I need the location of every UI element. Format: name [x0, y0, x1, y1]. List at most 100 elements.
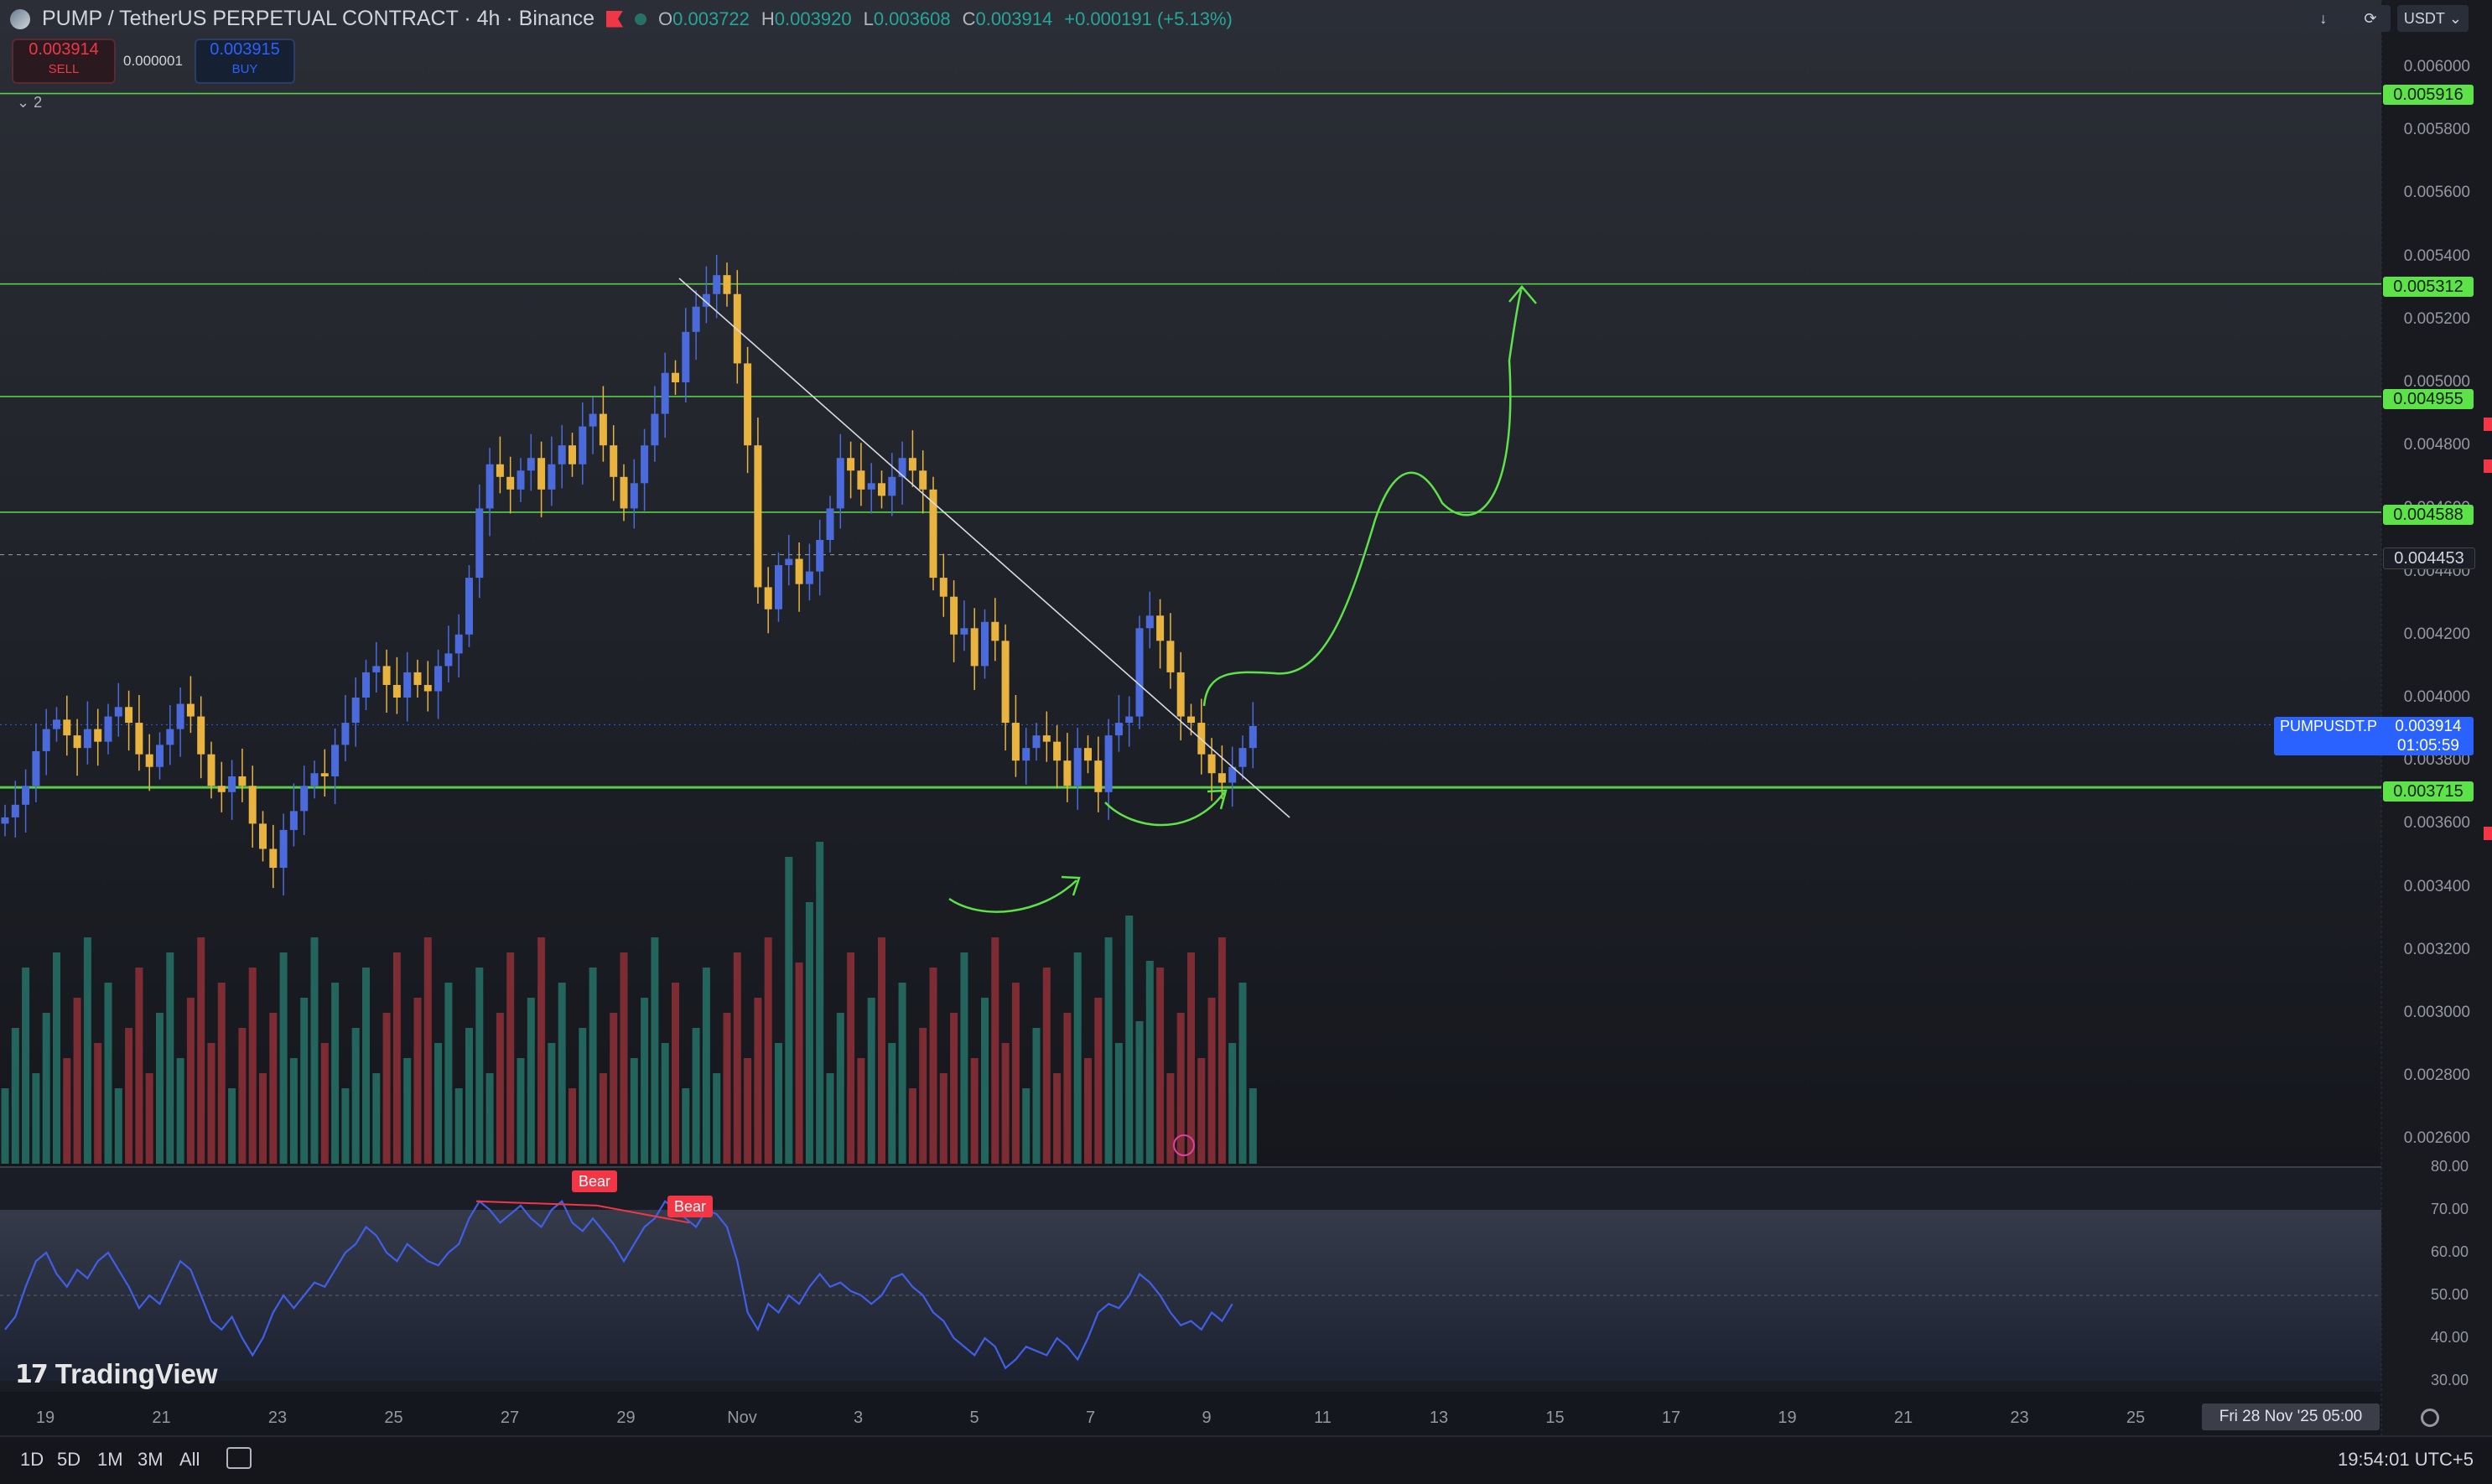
volume-bar: [785, 857, 793, 1164]
candle-body: [1125, 716, 1134, 724]
range-1d-button[interactable]: 1D: [20, 1449, 44, 1470]
price-tick: 0.003400: [2403, 877, 2470, 895]
volume-bar: [898, 983, 906, 1164]
candle-body: [1084, 748, 1092, 761]
volume-bar: [485, 1073, 494, 1164]
buy-button[interactable]: 0.003915 BUY: [195, 39, 295, 84]
candle-body: [300, 786, 309, 812]
candle-body: [176, 703, 184, 729]
candle-body: [11, 804, 19, 817]
indicator-legend-toggle[interactable]: ⌄ 2: [17, 94, 43, 111]
candle-body: [826, 508, 834, 540]
candle-body: [197, 716, 205, 755]
bear-divergence-tag: Bear: [572, 1170, 618, 1192]
volume-bar: [754, 998, 762, 1164]
candle-body: [331, 745, 340, 776]
candle-body: [248, 786, 257, 824]
candle-body: [341, 723, 350, 745]
tradingview-watermark: 𝟭𝟳 TradingView: [15, 1358, 218, 1390]
volume-bar: [11, 1028, 19, 1164]
candle-body: [207, 754, 215, 786]
candle-body: [485, 464, 494, 509]
settings-gear-icon[interactable]: [2421, 1409, 2439, 1427]
volume-bar: [269, 1013, 278, 1164]
candle-body: [83, 729, 91, 749]
sync-icon[interactable]: ⟳: [2349, 5, 2391, 32]
candle-body: [413, 672, 422, 685]
time-tick: 11: [1314, 1409, 1332, 1427]
volume-bar: [32, 1073, 40, 1164]
candle-body: [867, 483, 875, 490]
candle-body: [279, 829, 288, 869]
time-tick: 25: [384, 1409, 403, 1427]
candle-body: [836, 458, 844, 509]
arrowhead: [1508, 285, 1537, 304]
candle-body: [444, 653, 453, 667]
volume-bar: [816, 842, 824, 1164]
time-tick: 17: [1661, 1409, 1681, 1427]
candle-body: [1063, 760, 1072, 786]
candle-body: [1145, 615, 1154, 629]
range-all-button[interactable]: All: [179, 1449, 200, 1470]
time-tick: 29: [616, 1409, 636, 1427]
buy-label: BUY: [231, 62, 258, 76]
bottom-toolbar: [0, 1435, 2492, 1484]
volume-bar: [1145, 961, 1154, 1164]
candle-body: [465, 578, 473, 635]
level-label-0: 0.005916: [2383, 85, 2474, 105]
candle-body: [661, 372, 669, 414]
edge-marker: [2484, 418, 2492, 431]
clock-timezone[interactable]: 19:54:01 UTC+5: [2337, 1449, 2474, 1470]
candle-body: [475, 508, 484, 579]
candle-body: [1238, 748, 1247, 767]
range-3m-button[interactable]: 3M: [138, 1449, 164, 1470]
candle-body: [898, 458, 906, 477]
volume-bar: [1187, 952, 1195, 1164]
volume-bar: [22, 968, 30, 1164]
candle-body: [351, 698, 360, 724]
bear-divergence-line: [596, 1204, 690, 1224]
close-label: C: [962, 8, 976, 29]
candle-body: [970, 628, 979, 667]
range-1m-button[interactable]: 1M: [97, 1449, 123, 1470]
sell-button[interactable]: 0.003914 SELL: [12, 39, 116, 84]
volume-bar: [1094, 998, 1103, 1164]
price-tick: 0.004800: [2403, 436, 2470, 454]
bounce-arrow: [948, 880, 1077, 913]
volume-bar: [1032, 1028, 1041, 1164]
symbol-title[interactable]: PUMP / TetherUS PERPETUAL CONTRACT · 4h …: [42, 7, 595, 30]
volume-bar: [1084, 1058, 1092, 1164]
flag-icon[interactable]: [606, 10, 624, 28]
candle-body: [1249, 725, 1257, 749]
volume-bar: [42, 1013, 50, 1164]
goto-date-icon[interactable]: [226, 1447, 252, 1469]
volume-bar: [1228, 1043, 1237, 1164]
candle-body: [929, 489, 937, 579]
candle-body: [775, 565, 782, 610]
price-tick: 0.003200: [2403, 940, 2470, 958]
watermark-text: TradingView: [55, 1358, 218, 1389]
download-icon[interactable]: ↓: [2303, 5, 2344, 32]
price-tick: 0.005600: [2403, 184, 2470, 202]
volume-bar: [1, 1088, 9, 1164]
candle-body: [888, 476, 896, 496]
candle-body: [94, 729, 102, 742]
level-label-1: 0.005312: [2383, 277, 2474, 297]
low-value: 0.003608: [873, 8, 951, 29]
candle-body: [372, 666, 381, 672]
currency-select[interactable]: USDT ⌄: [2396, 5, 2469, 32]
volume-bar: [847, 952, 855, 1164]
candle-body: [454, 634, 463, 654]
level-label-4: 0.003715: [2383, 781, 2474, 802]
volume-bar: [960, 952, 968, 1164]
candle-body: [392, 684, 401, 698]
candle-body: [960, 628, 968, 635]
volume-bar: [73, 998, 81, 1164]
volume-bar: [1114, 1043, 1123, 1164]
range-5d-button[interactable]: 5D: [57, 1449, 81, 1470]
candle-body: [723, 275, 731, 294]
volume-bar: [63, 1058, 71, 1164]
time-tick: 19: [35, 1409, 55, 1427]
candle-body: [382, 666, 391, 685]
